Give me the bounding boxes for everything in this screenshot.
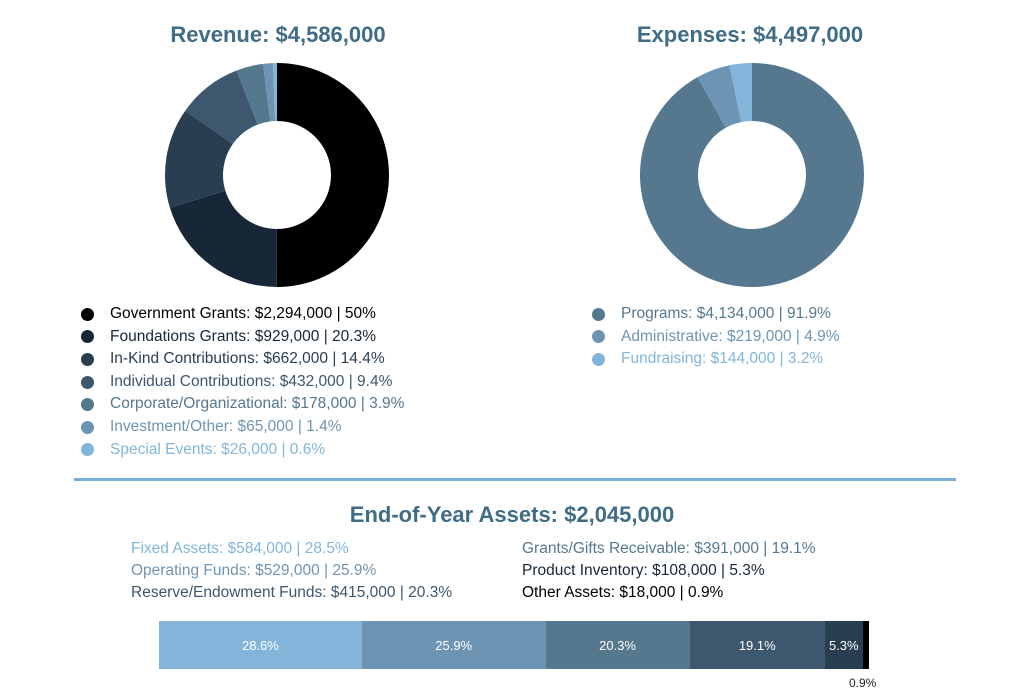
expenses-legend: Programs: $4,134,000 | 91.9% Administrati…: [591, 303, 840, 371]
bar-segment-3: 19.1%: [689, 621, 825, 669]
expenses-legend-label: Fundraising: $144,000 | 3.2%: [621, 350, 824, 368]
bar-segment-0: 28.6%: [159, 621, 362, 669]
revenue-legend-item: Corporate/Organizational: $178,000 | 3.9…: [80, 393, 404, 416]
revenue-legend-label: Investment/Other: $65,000 | 1.4%: [110, 417, 342, 435]
assets-stacked-bar: 28.6% 25.9% 20.3% 19.1% 5.3%: [159, 621, 869, 669]
revenue-legend-item: In-Kind Contributions: $662,000 | 14.4%: [80, 348, 404, 371]
asset-list-item: Grants/Gifts Receivable: $391,000 | 19.1…: [522, 540, 816, 557]
legend-dot-icon: [81, 307, 94, 321]
legend-dot-icon: [81, 398, 94, 412]
legend-dot-icon: [592, 307, 605, 321]
revenue-legend-item: Government Grants: $2,294,000 | 50%: [80, 303, 404, 326]
revenue-legend-label: Special Events: $26,000 | 0.6%: [110, 440, 326, 458]
expenses-slice-1: [697, 65, 742, 128]
asset-list-item: Operating Funds: $529,000 | 25.9%: [131, 562, 377, 579]
bar-segment-4: 5.3%: [825, 621, 863, 669]
assets-title: End-of-Year Assets: $2,045,000: [349, 502, 675, 527]
bar-segment-label: 28.6%: [241, 637, 279, 653]
bar-segment-label: 5.3%: [828, 637, 859, 653]
legend-dot-icon: [81, 375, 94, 389]
revenue-slice-2: [165, 110, 233, 208]
assets-list-right: Grants/Gifts Receivable: $391,000 | 19.1…: [522, 538, 816, 604]
revenue-legend-item: Special Events: $26,000 | 0.6%: [80, 439, 404, 462]
legend-dot-icon: [81, 330, 94, 344]
bar-segment-label-other-assets: 0.9%: [849, 676, 877, 690]
expenses-legend-label: Programs: $4,134,000 | 91.9%: [621, 305, 831, 322]
revenue-legend-label: Foundations Grants: $929,000 | 20.3%: [110, 327, 376, 345]
revenue-legend-label: Government Grants: $2,294,000 | 50%: [110, 305, 376, 322]
revenue-donut-chart: [165, 63, 389, 287]
revenue-slice-5: [263, 63, 276, 122]
expenses-legend-item: Fundraising: $144,000 | 3.2%: [591, 348, 840, 371]
revenue-slice-0: [276, 63, 389, 287]
revenue-legend-item: Investment/Other: $65,000 | 1.4%: [80, 416, 404, 439]
bar-segment-label: 25.9%: [435, 637, 473, 653]
revenue-slice-6: [273, 63, 277, 122]
legend-dot-icon: [592, 330, 605, 344]
revenue-legend-label: Corporate/Organizational: $178,000 | 3.9…: [110, 395, 405, 413]
revenue-slice-1: [169, 190, 277, 287]
expenses-slice-2: [729, 63, 752, 123]
expenses-title: Expenses: $4,497,000: [636, 22, 864, 47]
bar-segment-1: 25.9%: [361, 621, 546, 669]
revenue-legend-item: Individual Contributions: $432,000 | 9.4…: [80, 371, 404, 394]
expenses-legend-item: Programs: $4,134,000 | 91.9%: [591, 303, 840, 326]
revenue-legend: Government Grants: $2,294,000 | 50% Found…: [80, 303, 404, 461]
bar-segment-5: [862, 621, 869, 669]
revenue-legend-item: Foundations Grants: $929,000 | 20.3%: [80, 326, 404, 349]
asset-list-item: Other Assets: $18,000 | 0.9%: [522, 584, 724, 601]
asset-list-item: Reserve/Endowment Funds: $415,000 | 20.3…: [131, 584, 453, 601]
assets-list-left: Fixed Assets: $584,000 | 28.5% Operating …: [131, 538, 452, 604]
revenue-legend-label: Individual Contributions: $432,000 | 9.4…: [110, 372, 393, 390]
bar-segment-label: 20.3%: [599, 637, 636, 653]
revenue-slice-3: [185, 70, 258, 145]
expenses-legend-item: Administrative: $219,000 | 4.9%: [591, 326, 840, 349]
expenses-slice-0: [640, 63, 864, 287]
revenue-legend-label: In-Kind Contributions: $662,000 | 14.4%: [110, 350, 385, 368]
bar-segment-2: 20.3%: [545, 621, 690, 669]
asset-list-item: Fixed Assets: $584,000 | 28.5%: [131, 540, 349, 557]
revenue-slice-4: [236, 63, 271, 125]
legend-dot-icon: [81, 352, 94, 366]
asset-list-item: Product Inventory: $108,000 | 5.3%: [522, 562, 765, 579]
legend-dot-icon: [592, 352, 605, 366]
expenses-legend-label: Administrative: $219,000 | 4.9%: [621, 327, 840, 345]
section-divider: [74, 478, 956, 481]
bar-segment-label: 19.1%: [738, 637, 776, 653]
legend-dot-icon: [81, 443, 94, 457]
revenue-title: Revenue: $4,586,000: [170, 22, 386, 47]
expenses-donut-chart: [640, 63, 864, 287]
legend-dot-icon: [81, 420, 94, 434]
